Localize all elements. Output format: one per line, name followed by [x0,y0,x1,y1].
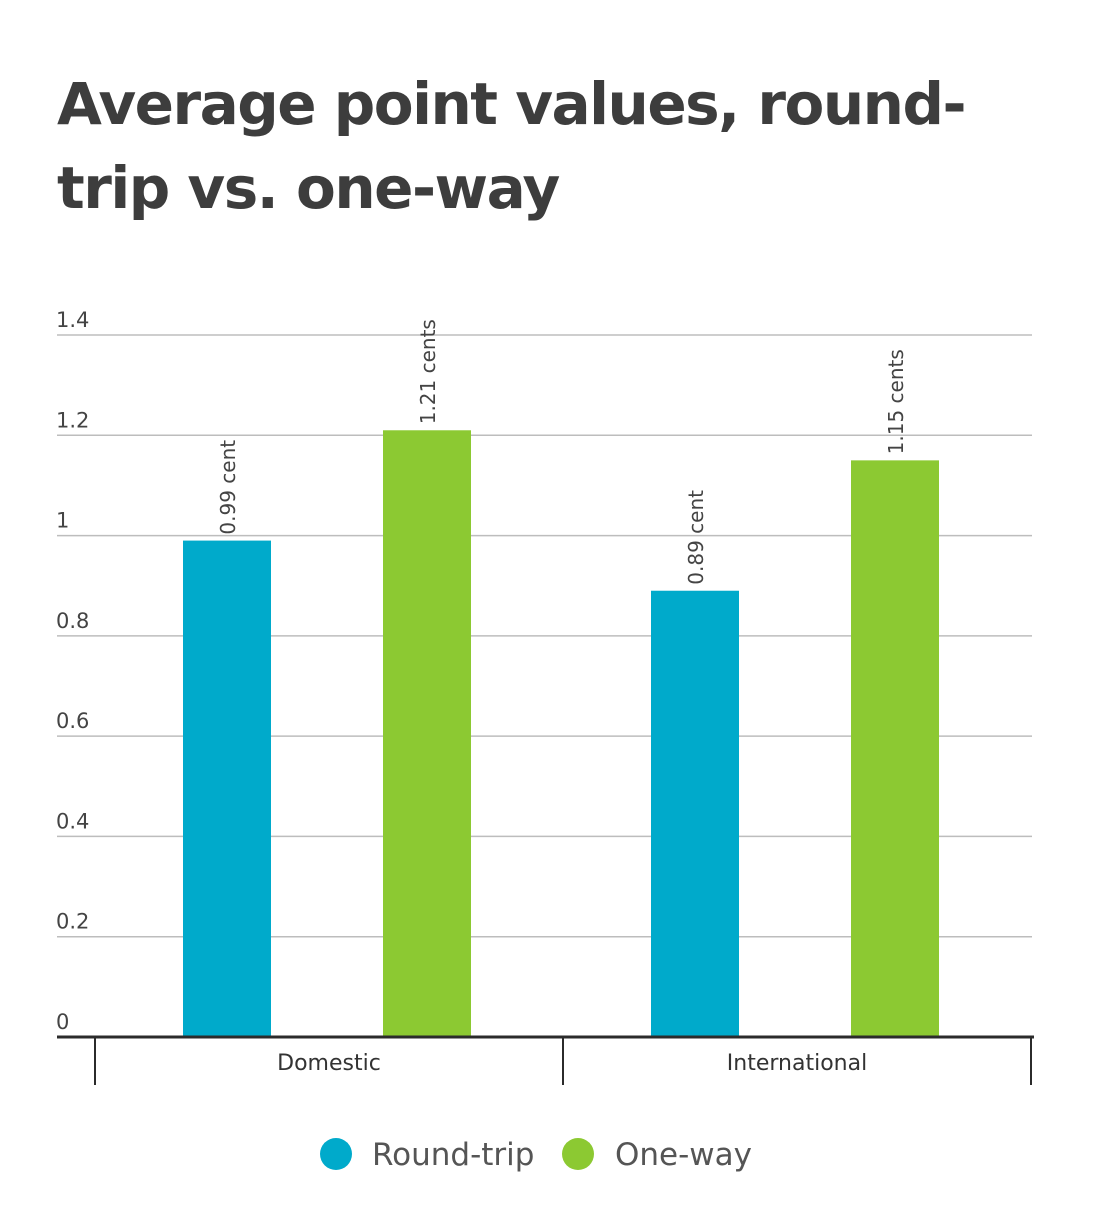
chart-title: Average point values, round-trip vs. one… [57,70,967,222]
x-axis-category-labels: Domestic International [277,1051,867,1076]
bar-international-round-trip [651,590,739,1037]
y-tick-label: 0.8 [56,609,89,633]
bar-domestic-one-way [383,430,471,1037]
bar-value-label: 0.99 cent [216,440,240,535]
legend-label: One-way [615,1137,752,1173]
legend: Round-trip One-way [320,1137,752,1173]
y-tick-label: 1.2 [56,408,89,432]
y-tick-label: 0 [56,1010,69,1034]
y-tick-label: 1 [56,509,69,533]
y-axis-tick-labels: 0 0.2 0.4 0.6 0.8 1 1.2 1.4 [56,308,89,1034]
y-tick-label: 0.2 [56,910,89,934]
x-category-label: Domestic [277,1051,381,1076]
bar-international-one-way [851,460,939,1037]
legend-swatch-round-trip [320,1138,352,1170]
y-tick-label: 0.6 [56,709,89,733]
bar-value-label: 1.21 cents [416,319,440,424]
x-category-label: International [727,1051,867,1076]
y-tick-label: 1.4 [56,308,89,332]
bar-value-label: 1.15 cents [884,349,908,454]
bar-value-label: 0.89 cent [684,490,708,585]
bar-value-labels: 0.99 cent 1.21 cents 0.89 cent 1.15 cents [216,319,908,585]
y-tick-label: 0.4 [56,809,89,833]
bars [183,430,939,1037]
bar-domestic-round-trip [183,540,271,1037]
legend-swatch-one-way [562,1138,594,1170]
x-axis [57,1035,1034,1085]
legend-label: Round-trip [372,1137,534,1173]
